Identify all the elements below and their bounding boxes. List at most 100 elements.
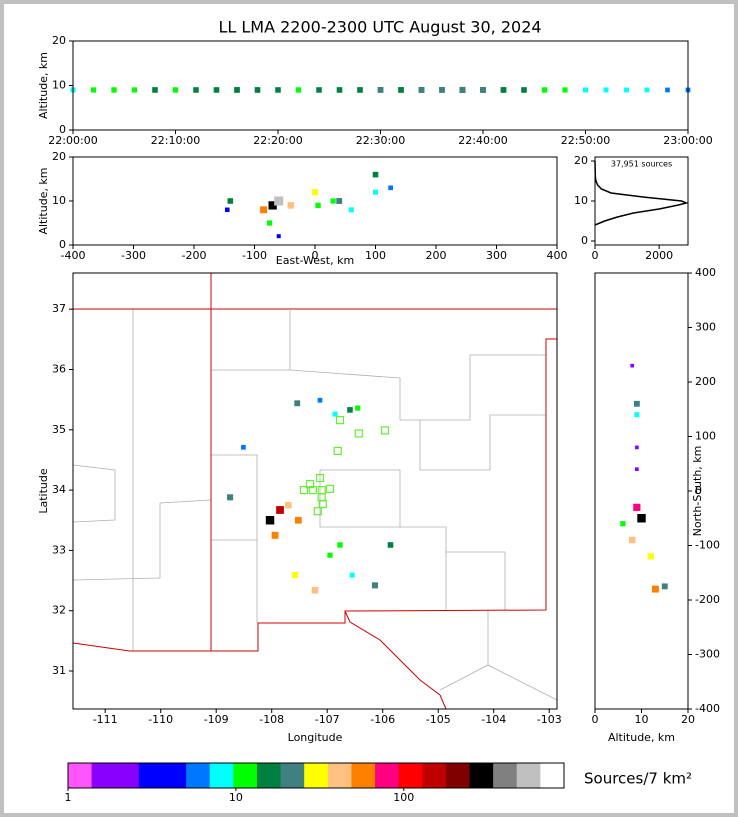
source-density xyxy=(633,400,640,407)
source-density xyxy=(357,87,363,93)
y-tick-label: 0 xyxy=(581,234,588,247)
x-tick-label: -300 xyxy=(121,249,146,262)
county-line xyxy=(446,551,506,610)
y-axis-label: Latitude xyxy=(37,468,50,514)
source-density xyxy=(294,516,302,524)
station xyxy=(308,485,317,495)
source-density xyxy=(294,400,301,407)
y-tick-label: -200 xyxy=(695,593,720,606)
x-tick-label: 22:00:00 xyxy=(48,134,97,147)
panel-map: -111 -110 -109 -108 -107 -106 -105 -104 -103 31 32… xyxy=(37,272,562,744)
colorbar-frame xyxy=(67,762,565,789)
source-density xyxy=(644,87,650,93)
source-density xyxy=(373,189,378,195)
y-tick-label: 37 xyxy=(52,302,66,315)
colorbar-tick-label: 1 xyxy=(65,791,72,804)
county-line xyxy=(419,414,546,471)
x-tick-label: 22:40:00 xyxy=(458,134,507,147)
source-density xyxy=(665,87,670,93)
x-tick-label: 400 xyxy=(547,249,568,262)
altitude-histogram xyxy=(594,160,689,226)
color-cell xyxy=(469,763,494,788)
source-density xyxy=(311,586,319,594)
source-density xyxy=(152,87,158,93)
source-density xyxy=(336,198,343,204)
y-tick-label: 32 xyxy=(52,604,66,617)
county-line xyxy=(211,454,258,541)
y-tick-label: 36 xyxy=(52,362,66,375)
source-density xyxy=(635,445,639,450)
source-density xyxy=(90,87,97,93)
source-density xyxy=(111,87,117,93)
station xyxy=(354,429,363,438)
x-axis-label: Altitude, km xyxy=(608,731,675,744)
panel-line: 37,951 sources 0 2000 0 10 20 xyxy=(574,154,689,262)
axes-frame xyxy=(72,156,558,246)
x-tick-label: -108 xyxy=(259,713,284,726)
colorbar-label: Sources/7 km² xyxy=(584,770,692,788)
x-axis-label: East-West, km xyxy=(276,254,354,267)
county-line xyxy=(400,526,447,610)
color-cell xyxy=(68,763,93,788)
source-density xyxy=(265,516,275,525)
y-tick-label: 10 xyxy=(52,194,66,207)
panel-scatter: LL LMA 2200-2300 UTC August 30, 2024 22:0… xyxy=(37,18,713,148)
x-tick-label: 10 xyxy=(635,713,649,726)
source-density xyxy=(193,87,199,93)
state-border xyxy=(72,338,557,652)
page: LL LMA 2200-2300 UTC August 30, 2024 22:0… xyxy=(4,4,734,813)
station xyxy=(317,493,326,502)
y-tick-label: 0 xyxy=(695,484,702,497)
y-tick-label: 400 xyxy=(695,266,716,279)
color-cell xyxy=(398,763,423,788)
y-axis-label: Altitude, km xyxy=(37,167,50,234)
axes-frame xyxy=(72,272,558,710)
county-line xyxy=(319,469,401,528)
x-tick-label: 2000 xyxy=(645,249,673,262)
source-density xyxy=(131,87,138,93)
color-cell xyxy=(375,763,400,788)
source-density xyxy=(635,467,639,472)
source-density xyxy=(276,234,281,239)
panel-scatter: -400 -300 -200 -100 0 100 200 300 400 0 10 20 East-W… xyxy=(37,150,568,267)
source-density xyxy=(521,87,527,93)
y-tick-label: -400 xyxy=(695,702,720,715)
x-tick-label: 300 xyxy=(486,249,507,262)
x-tick-label: 22:20:00 xyxy=(253,134,302,147)
source-density xyxy=(276,506,284,514)
source-density xyxy=(254,87,261,93)
x-tick-label: -104 xyxy=(481,713,506,726)
x-tick-label: 23:00:00 xyxy=(663,134,712,147)
panel-colorbar: 1 10 100 Sources/7 km² xyxy=(65,762,692,804)
source-density xyxy=(287,202,295,209)
source-density xyxy=(275,87,281,93)
colorbar-tick-label: 100 xyxy=(393,791,414,804)
color-cell xyxy=(445,763,471,788)
axes-frame xyxy=(594,156,689,246)
source-density xyxy=(295,87,302,93)
y-tick-label: 10 xyxy=(52,79,66,92)
color-cell xyxy=(91,763,116,788)
x-tick-label: -105 xyxy=(426,713,451,726)
source-density xyxy=(267,220,273,226)
source-density xyxy=(227,198,234,204)
y-tick-label: -300 xyxy=(695,648,720,661)
source-density xyxy=(624,87,629,93)
chart-title: LL LMA 2200-2300 UTC August 30, 2024 xyxy=(218,18,541,37)
source-density xyxy=(349,572,355,578)
color-cell xyxy=(493,763,518,788)
source-density xyxy=(583,87,588,93)
source-density xyxy=(541,87,548,93)
axes-frame xyxy=(72,40,689,131)
y-tick-label: 0 xyxy=(59,238,66,251)
color-cell xyxy=(327,763,352,788)
y-tick-label: 33 xyxy=(52,543,66,556)
station xyxy=(317,485,326,495)
source-density xyxy=(651,585,659,593)
source-density xyxy=(234,87,240,93)
source-density xyxy=(480,86,486,93)
station xyxy=(299,485,308,495)
y-tick-label: 200 xyxy=(695,375,716,388)
y-tick-label: 10 xyxy=(574,194,588,207)
axes-frame xyxy=(594,272,689,710)
